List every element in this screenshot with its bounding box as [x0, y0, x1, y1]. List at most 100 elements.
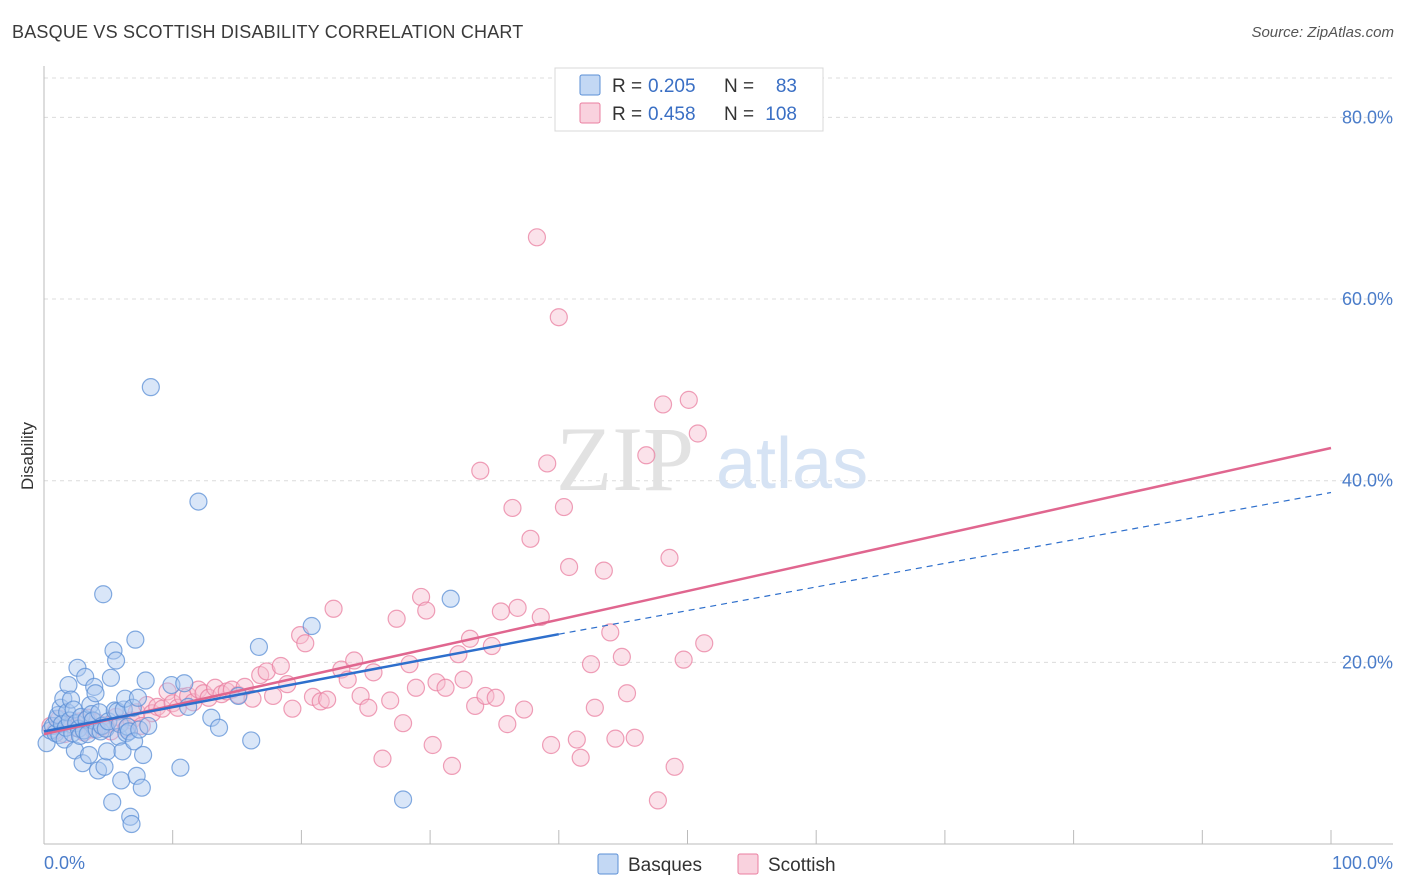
scottish-point: [503, 498, 522, 518]
basque-point: [202, 708, 221, 727]
basque-point: [86, 684, 105, 703]
scottish-point: [549, 308, 568, 327]
legend-r-value-scottish: 0.458: [648, 104, 696, 125]
scottish-point: [594, 561, 613, 580]
basque-point: [171, 758, 190, 777]
scottish-point: [585, 698, 604, 717]
basque-point: [115, 689, 135, 708]
scottish-point: [660, 548, 679, 568]
grid-lines: [44, 77, 1393, 663]
basque-point: [101, 668, 121, 687]
scottish-point: [617, 684, 637, 703]
watermark: ZIP atlas: [556, 408, 868, 510]
y-tick-label: 40.0%: [1342, 471, 1393, 491]
basque-point: [127, 766, 146, 785]
scottish-point: [674, 650, 693, 669]
basque-point: [441, 589, 460, 608]
scottish-point: [567, 730, 586, 749]
bottom-legend: Basques Scottish: [597, 853, 836, 876]
scottish-point: [498, 715, 517, 734]
scottish-point: [423, 735, 442, 755]
watermark-atlas: atlas: [716, 424, 868, 504]
x-tick-min: 0.0%: [44, 853, 85, 873]
basque-point: [59, 675, 78, 695]
scottish-point: [442, 756, 462, 775]
y-tick-label: 20.0%: [1342, 652, 1393, 672]
basque-point: [302, 616, 321, 636]
basque-point: [122, 814, 141, 834]
basque-point: [97, 742, 117, 761]
scottish-point: [531, 607, 550, 627]
basque-points: [37, 378, 460, 834]
basque-point: [132, 778, 151, 797]
scottish-point: [527, 228, 547, 247]
scottish-point: [637, 446, 656, 465]
scottish-point: [393, 714, 413, 733]
basque-point: [209, 718, 229, 737]
basque-trend-line: [43, 632, 560, 733]
axes: [43, 66, 1393, 845]
scottish-point: [612, 647, 631, 667]
basque-point: [112, 771, 131, 790]
basque-point: [189, 492, 208, 511]
legend-n-label-scottish: N =: [724, 104, 754, 125]
scottish-point: [554, 497, 574, 517]
y-axis-label: Disability: [18, 421, 37, 490]
basque-point: [393, 790, 413, 809]
bottom-legend-basques: Basques: [628, 855, 702, 876]
basque-point: [113, 742, 132, 761]
legend-swatch-basques: [579, 74, 601, 96]
scottish-point: [653, 395, 673, 414]
scottish-point: [559, 557, 579, 577]
source-label: Source: ZipAtlas.com: [1251, 24, 1394, 41]
bottom-legend-swatch-basques: [597, 853, 619, 875]
scottish-point: [581, 655, 601, 674]
basque-point: [124, 732, 144, 751]
scottish-point: [606, 729, 625, 748]
y-tick-labels: 20.0% 40.0% 60.0% 80.0%: [1342, 107, 1393, 672]
legend-n-label-basques: N =: [724, 76, 754, 97]
scottish-point: [243, 689, 262, 708]
scottish-point: [257, 662, 276, 681]
scottish-point: [521, 529, 540, 548]
scottish-point: [436, 678, 455, 697]
scottish-point: [648, 791, 667, 810]
legend: R = 0.205 N = 83 R = 0.458 N = 108: [554, 67, 824, 132]
scottish-point: [538, 454, 557, 473]
basque-point: [139, 716, 158, 736]
scottish-point: [688, 424, 707, 443]
basque-point: [136, 671, 155, 690]
basque-point: [123, 698, 142, 717]
scottish-trend-line: [43, 446, 1332, 736]
basque-point: [130, 720, 149, 739]
basque-point: [128, 688, 148, 707]
scottish-point: [271, 656, 290, 676]
scottish-point: [296, 634, 315, 653]
scottish-point: [625, 728, 644, 747]
x-tick-max: 100.0%: [1332, 853, 1393, 873]
basque-point: [133, 745, 153, 765]
scottish-point: [406, 678, 426, 697]
scottish-point: [454, 670, 473, 689]
chart-title: BASQUE VS SCOTTISH DISABILITY CORRELATIO…: [12, 22, 524, 42]
scottish-point: [359, 698, 378, 717]
basque-point: [76, 667, 95, 686]
basque-point: [79, 745, 99, 765]
basque-point: [103, 793, 122, 812]
legend-n-value-scottish: 108: [765, 104, 797, 125]
scottish-point: [373, 749, 392, 768]
scottish-point: [318, 690, 337, 709]
scottish-point: [541, 735, 561, 755]
y-tick-label: 80.0%: [1342, 107, 1393, 127]
bottom-legend-scottish: Scottish: [768, 855, 836, 876]
scottish-point: [571, 748, 590, 767]
bottom-legend-swatch-scottish: [737, 853, 759, 875]
basque-point: [106, 651, 126, 670]
basque-point: [95, 757, 114, 776]
legend-swatch-scottish: [579, 102, 601, 124]
basque-point: [242, 731, 261, 750]
legend-r-label-basques: R =: [612, 76, 642, 97]
scottish-point: [364, 663, 383, 682]
basque-point: [141, 378, 160, 397]
